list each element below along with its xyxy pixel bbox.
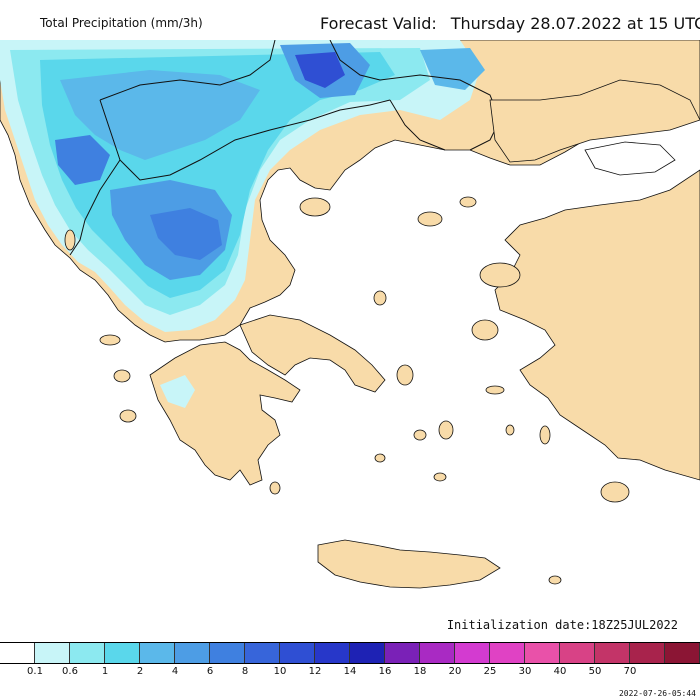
scale-tick-label: 2 bbox=[136, 666, 144, 677]
header: Total Precipitation (mm/3h) Forecast Val… bbox=[0, 0, 700, 40]
scale-swatch bbox=[630, 643, 665, 663]
scale-tick-label: 25 bbox=[483, 666, 497, 677]
scale-swatch bbox=[210, 643, 245, 663]
land-peloponnese bbox=[149, 341, 301, 486]
scale-swatch bbox=[385, 643, 420, 663]
scale-swatch bbox=[455, 643, 490, 663]
forecast-valid: Forecast Valid: Thursday 28.07.2022 at 15… bbox=[320, 14, 700, 33]
scale-tick-label: 6 bbox=[206, 666, 214, 677]
scale-tick-label: 0.6 bbox=[62, 666, 78, 677]
scale-swatch bbox=[420, 643, 455, 663]
scale-swatch bbox=[560, 643, 595, 663]
aegean-islands bbox=[99, 196, 630, 585]
scale-tick-label: 40 bbox=[553, 666, 567, 677]
scale-swatch bbox=[140, 643, 175, 663]
scale-swatch bbox=[525, 643, 560, 663]
scale-swatch bbox=[105, 643, 140, 663]
land-attica-euboea bbox=[239, 314, 386, 393]
sea-marmara bbox=[584, 141, 676, 176]
scale-tick-label: 4 bbox=[171, 666, 179, 677]
generation-timestamp: 2022-07-26-05:44 bbox=[618, 689, 696, 698]
land-anatolia bbox=[494, 169, 700, 481]
precipitation-map bbox=[0, 40, 700, 617]
ionian-islands bbox=[64, 229, 137, 423]
scale-tick-label: 10 bbox=[273, 666, 287, 677]
scale-tick-label: 1 bbox=[101, 666, 109, 677]
chart-title: Total Precipitation (mm/3h) bbox=[40, 16, 203, 30]
scale-swatch bbox=[595, 643, 630, 663]
scale-tick-label: 14 bbox=[343, 666, 357, 677]
scale-tick-label: 20 bbox=[448, 666, 462, 677]
scale-swatch bbox=[665, 643, 700, 663]
land-thrace bbox=[489, 79, 700, 163]
scale-swatch bbox=[0, 643, 35, 663]
forecast-valid-label: Forecast Valid: bbox=[320, 14, 437, 33]
scale-swatch bbox=[175, 643, 210, 663]
color-scale-bar bbox=[0, 642, 700, 664]
scale-swatch bbox=[245, 643, 280, 663]
scale-tick-label: 0.1 bbox=[27, 666, 43, 677]
rain-patch-peloponnese bbox=[160, 375, 195, 408]
land-crete bbox=[317, 539, 501, 589]
rain-field-northwest bbox=[0, 40, 485, 332]
scale-swatch bbox=[70, 643, 105, 663]
scale-swatch bbox=[315, 643, 350, 663]
scale-swatch bbox=[350, 643, 385, 663]
scale-tick-label: 18 bbox=[413, 666, 427, 677]
scale-tick-label: 8 bbox=[241, 666, 249, 677]
scale-swatch bbox=[35, 643, 70, 663]
scale-tick-label: 12 bbox=[308, 666, 322, 677]
initialization-date: Initialization date:18Z25JUL2022 bbox=[446, 618, 678, 632]
forecast-valid-date: Thursday 28.07.2022 at 15 UTC bbox=[450, 14, 700, 33]
scale-tick-label: 30 bbox=[518, 666, 532, 677]
scale-tick-label: 70 bbox=[623, 666, 637, 677]
scale-tick-label: 50 bbox=[588, 666, 602, 677]
scale-tick-label: 16 bbox=[378, 666, 392, 677]
scale-swatch bbox=[280, 643, 315, 663]
color-scale-ticks: 0.1 0.6 1 2 4 6 8 10 12 14 16 18 20 25 30 40 50 70 bbox=[0, 666, 700, 680]
scale-swatch bbox=[490, 643, 525, 663]
